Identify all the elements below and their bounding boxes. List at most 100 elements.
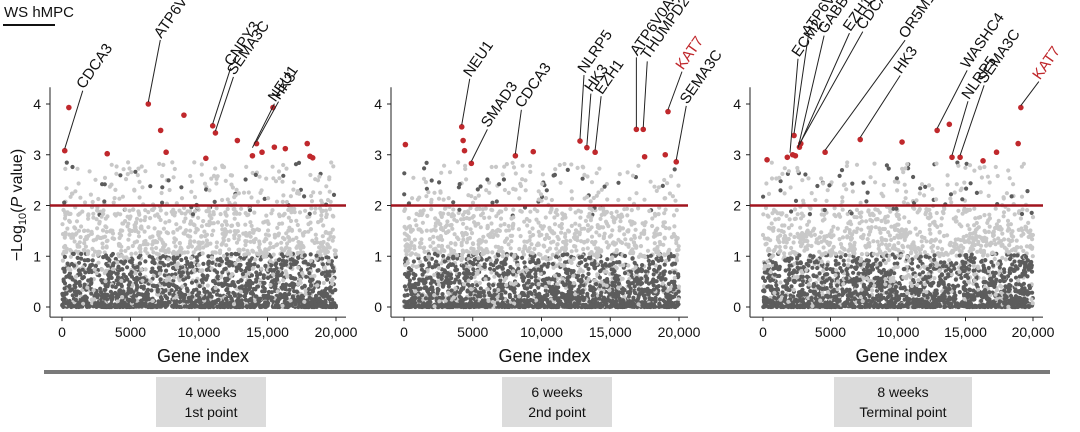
- gene-point: [297, 280, 303, 286]
- gene-point: [626, 279, 631, 284]
- gene-point: [123, 207, 128, 212]
- gene-point: [108, 289, 113, 294]
- gene-point: [146, 304, 151, 310]
- gene-point: [325, 277, 330, 282]
- gene-point: [274, 199, 280, 204]
- gene-point: [290, 294, 295, 299]
- gene-point: [161, 162, 166, 167]
- gene-point: [223, 266, 228, 271]
- gene-point: [194, 279, 199, 284]
- gene-point: [90, 246, 95, 251]
- gene-point: [422, 245, 427, 250]
- gene-point: [119, 233, 124, 238]
- gene-point: [437, 282, 442, 287]
- gene-point: [451, 213, 456, 218]
- gene-point: [439, 248, 444, 253]
- gene-point: [285, 251, 290, 256]
- gene-point: [104, 229, 109, 234]
- gene-point: [196, 290, 201, 296]
- x-tick-label: 15,000: [589, 324, 632, 340]
- gene-point: [236, 279, 241, 285]
- gene-point: [323, 274, 328, 279]
- gene-point: [209, 232, 215, 238]
- gene-point: [323, 247, 329, 252]
- gene-point: [157, 161, 162, 166]
- gene-point: [627, 196, 632, 201]
- gene-point: [477, 280, 482, 286]
- gene-point: [143, 259, 148, 264]
- gene-point: [536, 260, 541, 265]
- gene-point: [475, 187, 480, 192]
- gene-point: [273, 281, 279, 286]
- gene-point: [187, 297, 192, 302]
- gene-point: [317, 245, 322, 250]
- gene-point: [272, 235, 277, 240]
- gene-point: [449, 222, 454, 228]
- gene-point: [458, 295, 463, 300]
- gene-point: [218, 258, 223, 263]
- gene-point: [228, 229, 233, 234]
- gene-point: [171, 175, 176, 180]
- gene-point: [91, 211, 96, 216]
- gene-point: [166, 263, 171, 268]
- gene-point: [234, 240, 240, 245]
- gene-point: [496, 273, 501, 278]
- gene-point: [244, 304, 249, 309]
- gene-point: [667, 270, 673, 275]
- gene-point: [160, 200, 165, 205]
- gene-point: [110, 251, 115, 257]
- gene-point: [121, 167, 126, 172]
- gene-point: [183, 211, 188, 216]
- gene-point: [243, 239, 248, 244]
- gene-point: [196, 215, 201, 220]
- gene-point: [530, 226, 535, 231]
- significant-point: [234, 137, 241, 144]
- gene-point: [254, 251, 259, 256]
- gene-point: [227, 263, 232, 268]
- gene-point: [76, 260, 82, 265]
- gene-point: [146, 225, 151, 230]
- gene-point: [121, 221, 126, 226]
- gene-point: [287, 291, 292, 297]
- gene-point: [473, 300, 478, 305]
- gene-point: [252, 262, 257, 267]
- gene-point: [236, 191, 241, 196]
- gene-point: [82, 200, 88, 205]
- gene-point: [150, 242, 155, 247]
- gene-point: [126, 237, 131, 242]
- gene-point: [249, 223, 254, 228]
- gene-point: [439, 243, 445, 249]
- gene-point: [67, 283, 72, 288]
- gene-point: [306, 229, 311, 234]
- gene-point: [214, 181, 219, 186]
- gene-point: [560, 253, 565, 258]
- gene-point: [631, 295, 636, 300]
- gene-point: [86, 258, 91, 263]
- gene-point: [330, 227, 335, 232]
- gene-point: [157, 302, 162, 308]
- gene-point: [89, 231, 94, 236]
- gene-point: [324, 286, 329, 291]
- gene-point: [494, 228, 499, 233]
- gene-point: [252, 304, 257, 310]
- gene-point: [129, 251, 134, 256]
- gene-point: [482, 298, 487, 303]
- gene-point: [81, 301, 86, 306]
- gene-point: [221, 304, 226, 309]
- gene-point: [265, 219, 270, 224]
- gene-point: [104, 303, 109, 308]
- gene-point: [150, 298, 155, 303]
- gene-point: [232, 195, 237, 200]
- gene-point: [67, 232, 72, 237]
- gene-point: [178, 265, 183, 270]
- gene-point: [558, 180, 563, 185]
- gene-point: [103, 279, 108, 284]
- gene-point: [204, 267, 209, 272]
- gene-point: [294, 218, 299, 223]
- gene-point: [94, 271, 99, 276]
- gene-point: [322, 266, 327, 271]
- gene-point: [275, 225, 280, 230]
- gene-point: [439, 170, 444, 175]
- gene-point: [205, 273, 210, 278]
